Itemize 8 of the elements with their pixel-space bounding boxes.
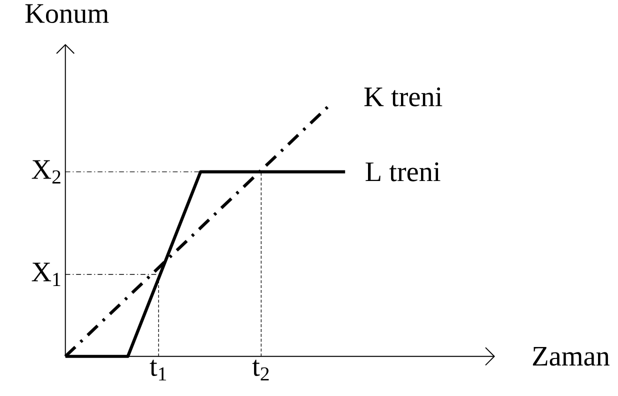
series-label: L treni [366, 162, 440, 182]
y-tick-label: X$_{1}$ [32, 262, 60, 286]
x-axis-title: Zaman [532, 346, 610, 366]
y-axis-title: Konum [25, 4, 109, 23]
x-tick-label: t$_{2}$ [252, 360, 269, 380]
series-label: K treni [364, 87, 442, 106]
y-tick-label: X$_{2}$ [32, 160, 60, 184]
x-tick-label: t$_{1}$ [150, 360, 166, 380]
